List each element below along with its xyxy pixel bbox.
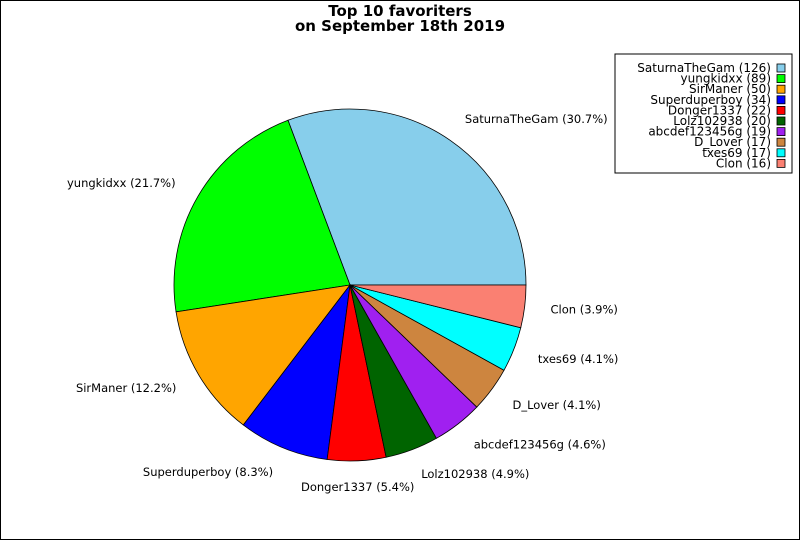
slice-label-txes69: txes69 (4.1%) — [538, 352, 619, 366]
slice-label-abcdef123456g: abcdef123456g (4.6%) — [474, 438, 606, 452]
slice-label-yungkidxx: yungkidxx (21.7%) — [67, 176, 176, 190]
slice-labels: SaturnaTheGam (30.7%) yungkidxx (21.7%) Si… — [67, 112, 618, 494]
pie-slice-clon — [349, 284, 527, 329]
legend-entry-saturnathegam: SaturnaTheGam (126) — [637, 61, 771, 75]
slice-label-sirmaner: SirManer (12.2%) — [76, 381, 176, 395]
legend-entry-sirmaner: SirManer (50) — [689, 82, 771, 96]
pie-slice-yungkidxx — [173, 119, 351, 313]
slice-label-d-lover: D_Lover (4.1%) — [513, 398, 601, 412]
legend-entry-lolz102938: Lolz102938 (20) — [673, 114, 771, 128]
legend-swatch-d-lover — [776, 137, 786, 147]
legend-entry-yungkidxx: yungkidxx (89) — [681, 72, 771, 86]
legend-entry-superduperboy: Superduperboy (34) — [650, 93, 771, 107]
legend-entry-donger1337: Donger1337 (22) — [668, 103, 771, 117]
slice-label-clon: Clon (3.9%) — [551, 303, 618, 317]
legend-entry-txes69: txes69 (17) — [702, 146, 771, 160]
slice-label-superduperboy: Superduperboy (8.3%) — [143, 465, 273, 479]
legend-swatch-saturnathegam — [776, 63, 786, 73]
chart-title: Top 10 favoriters — [328, 2, 472, 20]
chart-subtitle: on September 18th 2019 — [295, 17, 505, 35]
pie-slice-superduperboy — [242, 283, 351, 460]
pie-slice-saturnathegam — [287, 108, 527, 286]
pie-slice-sirmaner — [175, 284, 351, 426]
legend-swatch-yungkidxx — [776, 74, 786, 83]
legend-swatch-superduperboy — [776, 95, 786, 105]
legend-box — [614, 53, 793, 174]
legend: SaturnaTheGam (126)yungkidxx (89)SirMane… — [614, 53, 793, 174]
legend-swatch-clon — [776, 158, 786, 168]
legend-entry-d-lover: D_Lover (17) — [694, 135, 771, 149]
slice-label-saturnathegam: SaturnaTheGam (30.7%) — [465, 112, 608, 126]
slice-label-lolz102938: Lolz102938 (4.9%) — [421, 467, 529, 481]
legend-swatch-abcdef123456g — [776, 127, 786, 136]
slice-label-donger1337: Donger1337 (5.4%) — [301, 480, 414, 494]
legend-entry-clon: Clon (16) — [716, 156, 771, 170]
legend-swatch-donger1337 — [776, 106, 786, 115]
legend-swatch-txes69 — [776, 148, 786, 158]
legend-entry-abcdef123456g: abcdef123456g (19) — [648, 125, 771, 139]
legend-swatch-sirmaner — [776, 84, 786, 94]
legend-swatch-lolz102938 — [776, 116, 786, 126]
pie-slices — [173, 108, 527, 462]
